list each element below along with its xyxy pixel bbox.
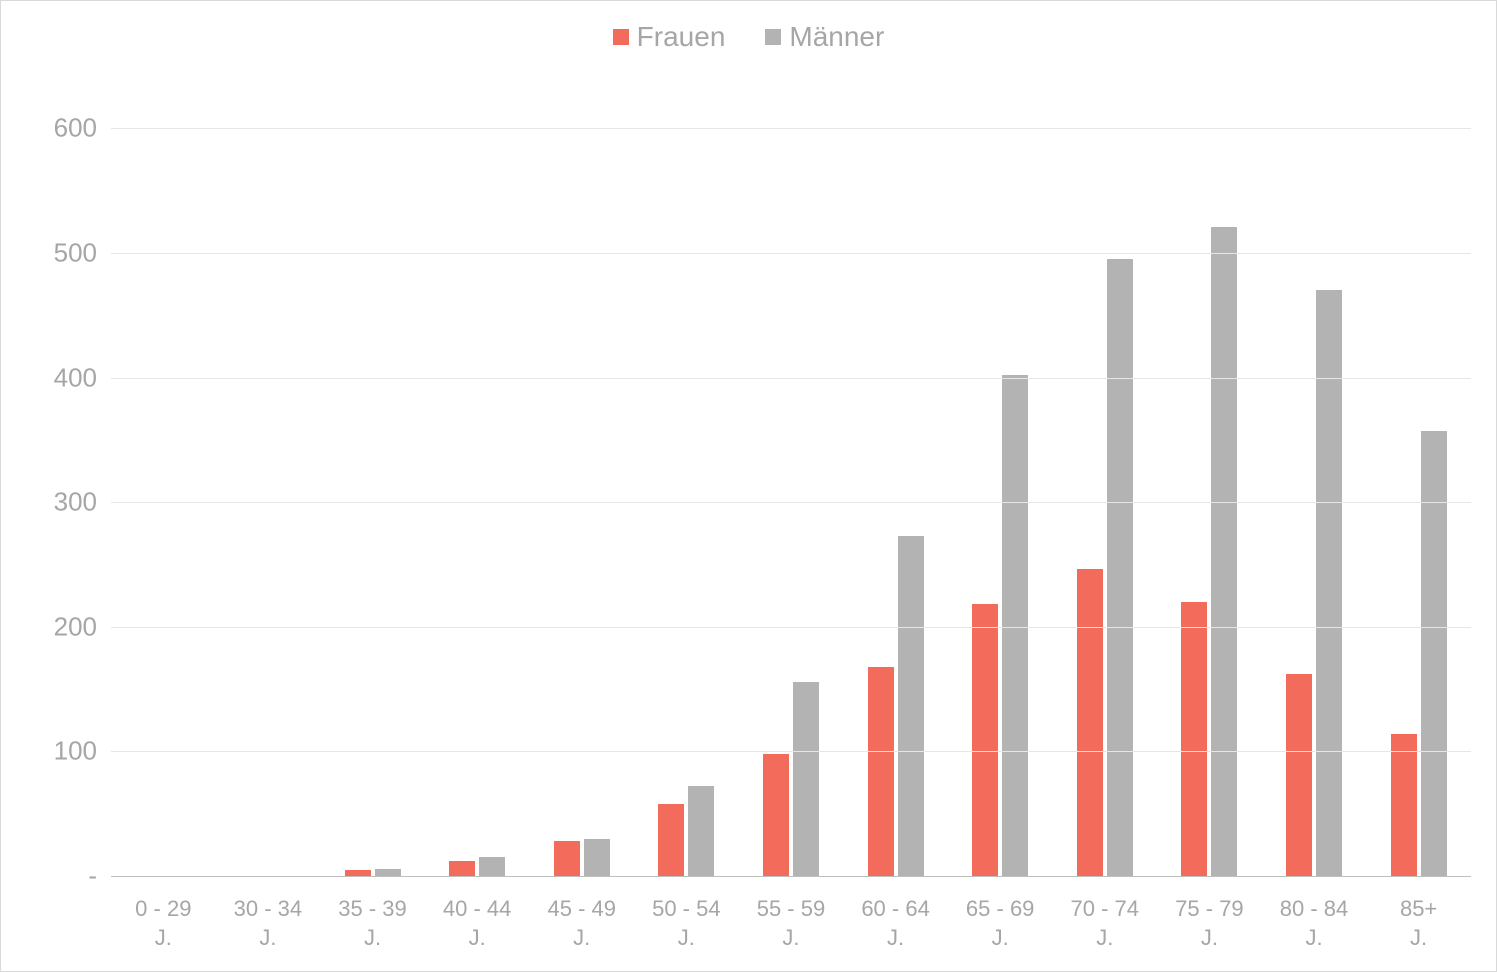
gridline [111,128,1471,129]
bar-group [1052,91,1157,876]
bar-männer [1211,227,1237,876]
bar-frauen [1077,569,1103,876]
bar-männer [584,839,610,876]
x-axis-labels: 0 - 29J.30 - 34J.35 - 39J.40 - 44J.45 - … [111,894,1471,953]
x-tick-label: 55 - 59J. [739,894,844,953]
legend-swatch-maenner [765,29,781,45]
bar-group [1262,91,1367,876]
gridline [111,627,1471,628]
bar-männer [793,682,819,876]
bar-group [948,91,1053,876]
legend-item-maenner: Männer [765,21,884,53]
x-tick-label: 65 - 69J. [948,894,1053,953]
bar-frauen [1286,674,1312,876]
bar-männer [1002,375,1028,876]
x-tick-label: 40 - 44J. [425,894,530,953]
x-tick-label: 35 - 39J. [320,894,425,953]
bar-frauen [1391,734,1417,876]
bar-männer [1421,431,1447,876]
legend-label-frauen: Frauen [637,21,726,53]
legend-item-frauen: Frauen [613,21,726,53]
y-tick-label: 200 [54,611,111,642]
bar-group [1366,91,1471,876]
bar-frauen [658,804,684,876]
gridline [111,253,1471,254]
x-tick-label: 80 - 84J. [1262,894,1367,953]
bar-group [320,91,425,876]
bar-männer [688,786,714,876]
bar-frauen [972,604,998,876]
bar-frauen [763,754,789,876]
bar-group [216,91,321,876]
bar-männer [479,857,505,876]
gridline [111,876,1471,877]
bar-frauen [1181,602,1207,876]
bar-group [529,91,634,876]
x-tick-label: 75 - 79J. [1157,894,1262,953]
legend-label-maenner: Männer [789,21,884,53]
bar-group [739,91,844,876]
x-tick-label: 85+J. [1366,894,1471,953]
bar-frauen [868,667,894,876]
x-tick-label: 50 - 54J. [634,894,739,953]
gridline [111,751,1471,752]
x-tick-label: 0 - 29J. [111,894,216,953]
chart-container: Frauen Männer -100200300400500600 0 - 29… [0,0,1497,972]
bar-group [843,91,948,876]
plot-area: -100200300400500600 [111,91,1471,876]
y-tick-label: 400 [54,362,111,393]
x-tick-label: 30 - 34J. [216,894,321,953]
legend-swatch-frauen [613,29,629,45]
y-tick-label: 600 [54,113,111,144]
y-tick-label: 100 [54,736,111,767]
y-tick-label: 500 [54,237,111,268]
bar-männer [375,869,401,876]
bar-group [634,91,739,876]
bar-frauen [449,861,475,876]
bar-frauen [554,841,580,876]
y-tick-label: - [88,861,111,892]
bar-männer [898,536,924,876]
x-tick-label: 45 - 49J. [529,894,634,953]
gridline [111,378,1471,379]
bar-group [1157,91,1262,876]
bar-männer [1107,259,1133,876]
bar-group [111,91,216,876]
gridline [111,502,1471,503]
y-tick-label: 300 [54,487,111,518]
legend: Frauen Männer [1,21,1496,53]
bars-layer [111,91,1471,876]
bar-group [425,91,530,876]
x-tick-label: 70 - 74J. [1052,894,1157,953]
x-tick-label: 60 - 64J. [843,894,948,953]
